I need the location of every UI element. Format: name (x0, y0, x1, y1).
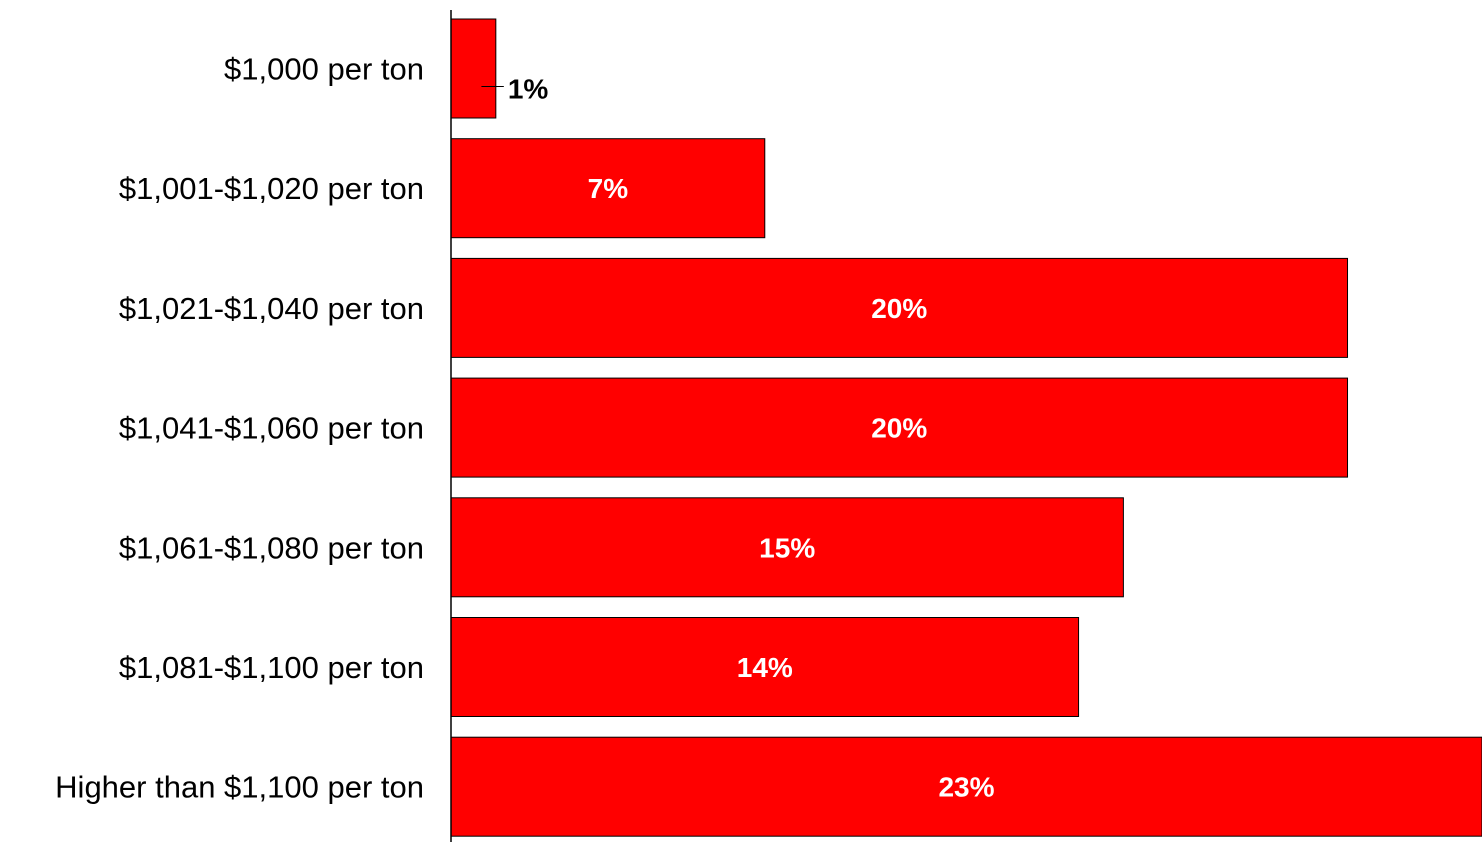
bar-4 (450, 377, 1349, 478)
data-label-7: 23% (938, 772, 994, 803)
category-label-2: $1,001-$1,020 per ton (119, 171, 424, 206)
data-label-3: 20% (871, 293, 927, 324)
data-label-5: 15% (759, 532, 815, 563)
category-label-1: $1,000 per ton (224, 52, 424, 87)
bars (450, 18, 1482, 837)
bar-7 (450, 736, 1482, 837)
data-label-2: 7% (588, 173, 629, 204)
bar-1 (450, 18, 497, 119)
category-label-4: $1,041-$1,060 per ton (119, 411, 424, 446)
bar-3 (450, 257, 1349, 358)
data-label-4: 20% (871, 413, 927, 444)
category-label-7: Higher than $1,100 per ton (55, 770, 424, 805)
data-labels: 1% 7% 20% 20% 15% 14% 23% (481, 74, 995, 803)
category-label-5: $1,061-$1,080 per ton (119, 530, 424, 565)
data-label-1: 1% (508, 74, 549, 105)
category-label-3: $1,021-$1,040 per ton (119, 291, 424, 326)
bar-2 (450, 138, 766, 239)
data-label-6: 14% (737, 652, 793, 683)
category-label-6: $1,081-$1,100 per ton (119, 650, 424, 685)
bar-6 (450, 617, 1080, 717)
category-labels: $1,000 per ton $1,001-$1,020 per ton $1,02… (55, 52, 424, 805)
bar-5 (450, 497, 1124, 598)
